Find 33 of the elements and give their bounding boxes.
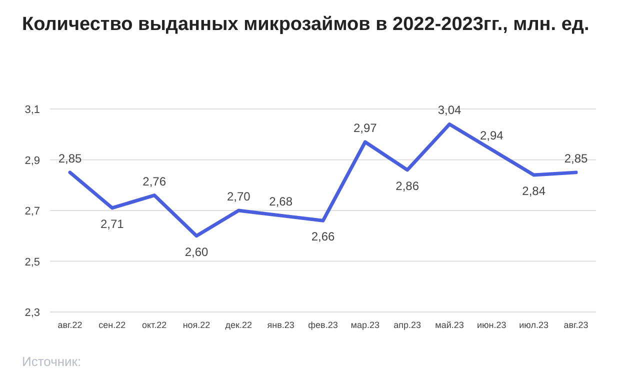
- data-label: 2,86: [396, 178, 420, 193]
- x-tick-label: апр.23: [394, 320, 422, 330]
- data-label: 2,94: [480, 128, 504, 143]
- x-tick-label: окт.22: [142, 320, 167, 330]
- data-label: 2,70: [226, 190, 251, 204]
- x-tick-label: авг.22: [58, 320, 82, 330]
- x-tick-label: мар.23: [350, 320, 380, 330]
- x-tick-label: сен.22: [98, 320, 126, 330]
- x-tick-label: июн.23: [477, 320, 506, 330]
- x-tick-label: авг.23: [564, 320, 588, 330]
- x-tick-label: май.23: [435, 320, 464, 330]
- y-tick-label: 2,9: [24, 154, 40, 167]
- data-label: 2,85: [564, 151, 588, 166]
- chart-title: Количество выданных микрозаймов в 2022-2023гг., млн. ед.: [22, 14, 590, 35]
- text: Источник:: [22, 354, 82, 369]
- data-label: 3,04: [438, 103, 462, 118]
- y-tick-label: 2,3: [24, 307, 40, 319]
- x-tick-label: фев.23: [308, 320, 338, 330]
- data-label: 2,97: [353, 120, 378, 135]
- data-label: 2,68: [269, 194, 293, 209]
- x-tick-label: янв.23: [267, 320, 294, 330]
- y-tick-label: 2,5: [24, 256, 40, 268]
- data-label: 2,66: [311, 230, 335, 244]
- data-label: 2,76: [142, 174, 166, 188]
- x-tick-label: июл.23: [519, 320, 549, 330]
- x-tick-label: дек.22: [225, 320, 252, 330]
- data-label: 2,85: [58, 151, 82, 166]
- y-tick-label: 3,1: [24, 104, 40, 116]
- y-tick-label: 2,7: [24, 206, 40, 218]
- data-label: 2,71: [100, 216, 124, 231]
- data-label: 2,84: [522, 184, 546, 198]
- x-tick-label: ноя.22: [182, 320, 210, 330]
- data-label: 2,60: [184, 244, 208, 259]
